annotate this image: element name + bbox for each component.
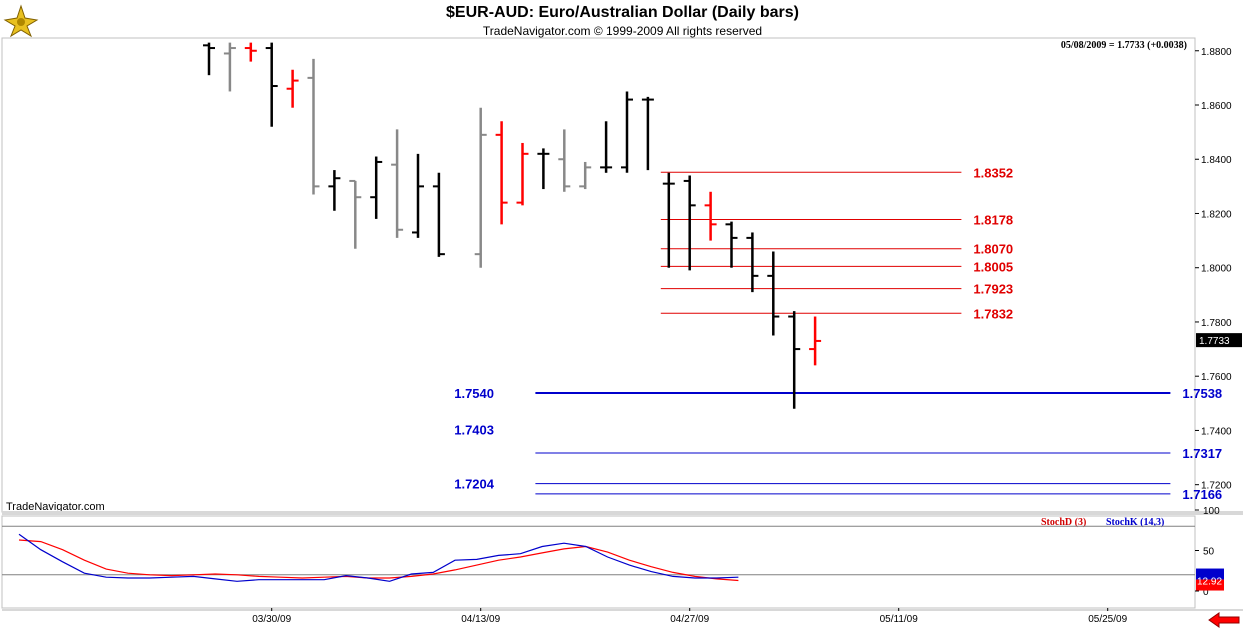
watermark: TradeNavigator.com bbox=[6, 501, 105, 513]
price-y-tick-label: 1.7200 bbox=[1201, 481, 1232, 492]
date-tick-label: 03/30/09 bbox=[252, 614, 291, 625]
price-y-tick-label: 1.8800 bbox=[1201, 47, 1232, 58]
legend-stoch-d: StochD (3) bbox=[1041, 517, 1087, 528]
level-label: 1.7538 bbox=[1182, 386, 1222, 401]
stoch-panel-frame bbox=[1, 515, 1196, 609]
last-price-label: 1.7733 bbox=[1199, 336, 1230, 347]
price-y-tick-label: 1.7800 bbox=[1201, 318, 1232, 329]
stoch-y-tick-label: 100 bbox=[1203, 506, 1220, 517]
level-label: 1.7832 bbox=[973, 306, 1013, 321]
scroll-left-arrow-icon[interactable] bbox=[1207, 612, 1241, 628]
chart-title: $EUR-AUD: Euro/Australian Dollar (Daily … bbox=[446, 4, 799, 21]
stoch-last-value: 12.92 bbox=[1197, 577, 1222, 588]
last-price-marker bbox=[1196, 333, 1242, 348]
legend-stoch-k: StochK (14,3) bbox=[1106, 517, 1165, 528]
price-panel-frame bbox=[1, 37, 1196, 513]
price-y-tick-label: 1.7600 bbox=[1201, 372, 1232, 383]
level-label: 1.8005 bbox=[973, 259, 1013, 274]
stoch-series-line bbox=[18, 539, 739, 582]
price-y-tick-label: 1.8600 bbox=[1201, 101, 1232, 112]
level-left-label: 1.7540 bbox=[454, 386, 494, 401]
level-label: 1.8070 bbox=[973, 242, 1013, 257]
trade-navigator-logo-icon[interactable] bbox=[2, 4, 40, 38]
chart-copyright: TradeNavigator.com © 1999-2009 All right… bbox=[482, 24, 763, 38]
level-label: 1.7166 bbox=[1182, 487, 1222, 502]
last-quote: 05/08/2009 = 1.7733 (+0.0038) bbox=[1060, 40, 1187, 51]
stoch-last-marker-k bbox=[1196, 568, 1224, 580]
date-tick-label: 04/27/09 bbox=[670, 614, 709, 625]
level-left-label: 1.7204 bbox=[454, 477, 495, 492]
date-tick-label: 05/11/09 bbox=[880, 614, 919, 625]
stoch-series-line bbox=[18, 533, 739, 582]
price-y-tick-label: 1.8000 bbox=[1201, 264, 1232, 275]
level-label: 1.7317 bbox=[1182, 446, 1222, 461]
level-left-label: 1.7403 bbox=[454, 423, 494, 438]
price-y-tick-label: 1.7400 bbox=[1201, 426, 1232, 437]
date-tick-label: 05/25/09 bbox=[1088, 614, 1127, 625]
price-y-tick-label: 1.8400 bbox=[1201, 155, 1232, 166]
price-y-tick-label: 1.8200 bbox=[1201, 209, 1232, 220]
date-tick-label: 04/13/09 bbox=[461, 614, 500, 625]
stoch-last-marker-d bbox=[1196, 579, 1224, 591]
stoch-y-tick-label: 0 bbox=[1203, 587, 1209, 598]
stoch-y-tick-label: 50 bbox=[1203, 547, 1215, 558]
level-label: 1.8352 bbox=[973, 165, 1013, 180]
level-label: 1.8178 bbox=[973, 212, 1013, 227]
level-label: 1.7923 bbox=[973, 282, 1013, 297]
